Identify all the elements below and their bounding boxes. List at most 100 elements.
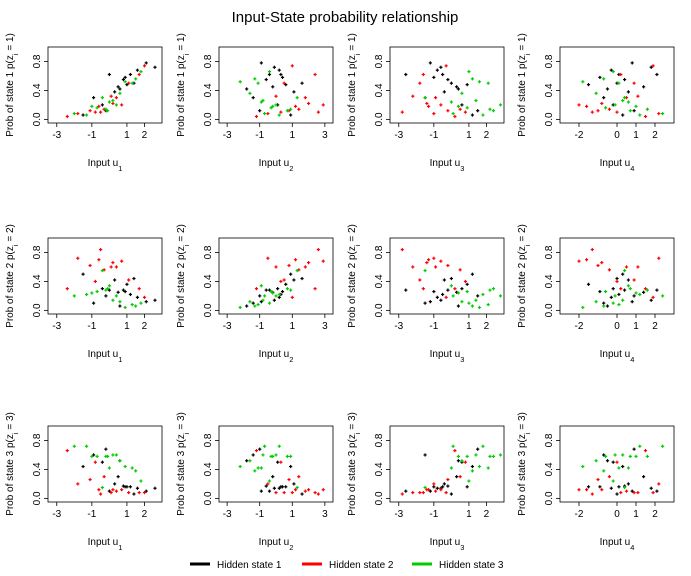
data-point xyxy=(586,282,591,286)
data-point xyxy=(300,81,304,85)
data-point xyxy=(139,479,143,483)
data-point xyxy=(456,304,460,308)
legend-entry: Hidden state 1 xyxy=(190,560,282,571)
data-point xyxy=(279,72,283,77)
data-point xyxy=(127,81,131,85)
data-point xyxy=(321,103,325,107)
data-point xyxy=(613,103,617,107)
x-tick-label: -1 xyxy=(429,130,438,141)
data-point xyxy=(617,292,621,297)
data-point xyxy=(458,268,462,272)
data-point xyxy=(626,482,630,486)
data-point xyxy=(628,454,632,458)
data-point xyxy=(604,289,608,294)
data-point xyxy=(238,464,242,469)
data-point xyxy=(626,90,630,94)
x-tick-label: 1 xyxy=(124,509,130,520)
x-tick-label: -2 xyxy=(575,509,584,520)
x-tick-label: 1 xyxy=(633,130,639,141)
x-axis-label: Input u4 xyxy=(600,349,635,364)
x-tick-label: -1 xyxy=(87,509,96,520)
data-point xyxy=(259,284,263,288)
data-point xyxy=(446,263,450,268)
x-tick-label: -3 xyxy=(394,130,403,141)
data-point xyxy=(290,295,294,299)
x-tick-label: 1 xyxy=(466,130,472,141)
data-point xyxy=(303,265,307,269)
data-point xyxy=(274,453,278,457)
data-point xyxy=(418,278,422,282)
data-point xyxy=(423,301,427,305)
data-point xyxy=(649,298,653,302)
data-point xyxy=(481,292,485,297)
data-point xyxy=(259,466,263,470)
data-point xyxy=(602,96,606,100)
data-point xyxy=(114,96,118,100)
data-point xyxy=(267,301,272,305)
data-point xyxy=(605,304,610,308)
x-tick-label: 3 xyxy=(322,130,328,141)
data-point xyxy=(590,110,594,114)
data-point xyxy=(657,111,661,116)
data-point xyxy=(423,268,427,273)
plot-frame xyxy=(218,237,334,315)
y-axis-label: Prob of state 1 p(zi = 1) xyxy=(5,33,20,137)
x-tick-label: 1 xyxy=(633,509,639,520)
data-point xyxy=(263,294,267,298)
data-point xyxy=(280,485,285,489)
data-point xyxy=(274,265,278,269)
data-point xyxy=(107,489,111,493)
data-point xyxy=(84,113,89,117)
data-point xyxy=(634,454,638,458)
data-point xyxy=(289,464,293,469)
y-tick-label: 0.0 xyxy=(203,303,214,317)
data-point xyxy=(271,475,275,479)
data-point xyxy=(100,96,104,100)
data-point xyxy=(467,70,471,74)
data-point xyxy=(456,291,460,295)
data-point xyxy=(264,288,268,292)
data-point xyxy=(449,492,453,496)
x-tick-label: -2 xyxy=(575,321,584,332)
data-point xyxy=(90,291,94,295)
y-tick-label: 0.4 xyxy=(374,83,385,97)
legend-label: Hidden state 3 xyxy=(439,560,504,571)
plot-frame xyxy=(47,425,163,503)
data-point xyxy=(92,453,96,457)
data-point xyxy=(598,289,602,294)
data-point xyxy=(295,268,299,273)
data-point xyxy=(107,284,111,288)
data-point xyxy=(88,263,92,268)
data-point xyxy=(271,291,275,295)
data-point xyxy=(116,85,120,89)
data-point xyxy=(617,485,621,489)
data-point xyxy=(624,265,629,269)
data-point xyxy=(621,298,625,302)
data-point xyxy=(282,278,286,282)
data-point xyxy=(470,77,475,81)
data-point xyxy=(263,111,267,116)
data-point xyxy=(604,454,608,458)
data-point xyxy=(97,488,101,492)
data-point xyxy=(596,263,600,268)
data-point xyxy=(421,490,425,495)
y-tick-label: 0.8 xyxy=(32,54,43,68)
data-point xyxy=(491,454,496,458)
data-point xyxy=(121,484,126,488)
plot-frame xyxy=(559,237,675,315)
data-point xyxy=(303,489,307,493)
data-point xyxy=(321,259,325,263)
y-tick-label: 0.8 xyxy=(203,54,214,68)
data-point xyxy=(615,276,619,281)
x-tick-label: 1 xyxy=(290,509,296,520)
data-point xyxy=(303,96,307,100)
x-tick-label: -3 xyxy=(223,509,232,520)
panel-state3-input3: -3 -1 1 2 0.0 0.4 0.8 Input u3 Prob of state 3 p… xyxy=(347,412,505,552)
y-tick-label: 0.0 xyxy=(32,303,43,317)
x-tick-label: -2 xyxy=(575,130,584,141)
data-point xyxy=(451,111,455,116)
data-point xyxy=(651,64,655,68)
data-point xyxy=(97,104,101,108)
data-point xyxy=(116,290,120,294)
data-point xyxy=(486,81,490,85)
